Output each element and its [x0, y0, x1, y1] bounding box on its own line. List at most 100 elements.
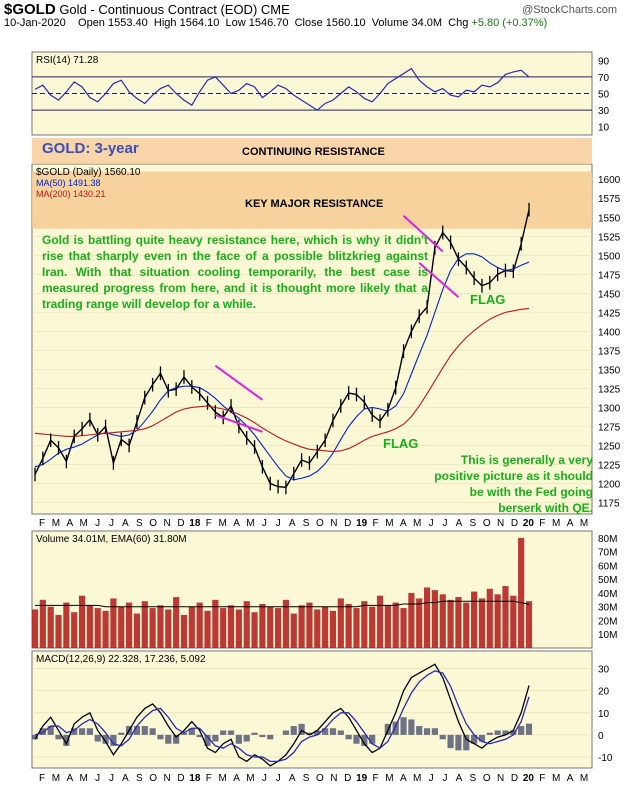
- price-x-label: M: [580, 518, 588, 529]
- price-tick-label: 1350: [598, 365, 621, 376]
- volume-bar: [392, 602, 399, 648]
- key-resistance-band: [32, 171, 592, 184]
- macd-x-label: J: [95, 773, 100, 784]
- volume-bar: [478, 598, 486, 648]
- macd-histogram-bar: [47, 726, 54, 735]
- macd-histogram-bar: [518, 726, 525, 735]
- volume-bar: [78, 595, 86, 648]
- macd-x-label: M: [80, 773, 88, 784]
- macd-histogram-bar: [78, 728, 86, 735]
- volume-bar: [486, 588, 493, 648]
- volume-bar: [447, 599, 454, 648]
- price-x-label: M: [52, 518, 60, 529]
- macd-histogram-bar: [525, 723, 533, 735]
- price-tick-label: 1300: [598, 403, 621, 414]
- price-x-label: J: [443, 518, 448, 529]
- macd-histogram-bar: [180, 732, 188, 735]
- price-x-label: A: [66, 518, 73, 529]
- macd-histogram-bar: [494, 730, 501, 735]
- macd-histogram-bar: [322, 728, 329, 735]
- commentary-text: Gold is battling quite heavy resistance …: [42, 233, 428, 311]
- volume-bar: [306, 602, 313, 648]
- volume-bar: [204, 610, 211, 648]
- price-x-label: N: [163, 518, 170, 529]
- macd-tick-label: 20: [598, 687, 610, 698]
- macd-histogram-bar: [94, 734, 101, 742]
- macd-x-label: 18: [189, 773, 201, 784]
- volume-bar: [157, 605, 164, 648]
- price-x-label: N: [497, 518, 504, 529]
- price-x-label: D: [344, 518, 351, 529]
- macd-x-label: A: [233, 773, 240, 784]
- volume-tick-label: 80M: [598, 534, 617, 545]
- macd-panel: [31, 650, 593, 769]
- volume-value: 34.0M: [411, 17, 443, 29]
- volume-bar: [369, 606, 376, 648]
- price-x-label: J: [262, 518, 267, 529]
- volume-bar: [298, 605, 305, 648]
- macd-histogram-bar: [408, 719, 415, 735]
- macd-histogram-bar: [251, 732, 258, 735]
- macd-legend: MACD(12,26,9) 22.328, 17.236, 5.092: [36, 654, 206, 665]
- volume-bar: [384, 605, 391, 648]
- price-tick-label: 1550: [598, 213, 621, 224]
- macd-histogram-bar: [345, 734, 352, 740]
- volume-bar: [471, 591, 478, 648]
- volume-bar: [502, 586, 509, 648]
- volume-bar: [329, 610, 337, 648]
- volume-label: Volume: [371, 17, 409, 29]
- continuing-resistance-label: CONTINUING RESISTANCE: [242, 146, 385, 158]
- flag-trendline: [214, 364, 263, 401]
- volume-tick-label: 20M: [598, 616, 617, 627]
- price-legend-ma200: MA(200) 1430.21: [36, 189, 106, 199]
- chart-title: GOLD: 3-year: [42, 140, 139, 157]
- macd-x-label: N: [330, 773, 337, 784]
- price-tick-label: 1200: [598, 480, 621, 491]
- volume-bar: [361, 601, 368, 648]
- macd-histogram-bar: [471, 734, 478, 744]
- macd-histogram-bar: [447, 734, 454, 749]
- open-value: 1553.40: [108, 17, 148, 29]
- volume-bar: [259, 603, 266, 648]
- macd-x-label: A: [400, 773, 407, 784]
- flag-trendline: [215, 414, 263, 433]
- price-tick-label: 1500: [598, 251, 621, 262]
- volume-tick-label: 50M: [598, 575, 617, 586]
- price-x-label: A: [289, 518, 296, 529]
- macd-histogram-bar: [314, 730, 321, 735]
- price-legend-ma50: MA(50) 1491.38: [36, 178, 101, 188]
- volume-bar: [220, 608, 227, 648]
- macd-histogram-bar: [306, 732, 313, 735]
- macd-histogram-bar: [329, 728, 337, 735]
- volume-bar: [431, 590, 438, 648]
- price-x-label: A: [233, 518, 240, 529]
- rsi-tick-label: 30: [598, 106, 610, 117]
- price-tick-label: 1325: [598, 384, 621, 395]
- macd-histogram-bar: [243, 734, 250, 742]
- macd-histogram-bar: [353, 734, 360, 744]
- macd-x-label: M: [218, 773, 226, 784]
- volume-bar: [416, 598, 423, 648]
- macd-histogram-bar: [235, 734, 242, 744]
- volume-bar: [408, 592, 415, 648]
- price-tick-label: 1225: [598, 461, 621, 472]
- macd-histogram-bar: [369, 734, 376, 744]
- macd-x-label: N: [163, 773, 170, 784]
- volume-bar: [243, 601, 250, 648]
- macd-x-label: D: [511, 773, 518, 784]
- volume-bar: [423, 587, 431, 648]
- volume-bar: [282, 599, 290, 648]
- high-value: 1564.10: [179, 17, 220, 29]
- volume-tick-label: 10M: [598, 630, 617, 641]
- macd-histogram-bar: [220, 730, 227, 735]
- volume-ema-line: [35, 600, 530, 608]
- volume-bar: [290, 613, 297, 648]
- price-x-label: D: [177, 518, 184, 529]
- macd-histogram-bar: [212, 734, 219, 742]
- macd-histogram-bar: [141, 726, 148, 735]
- volume-bar: [165, 609, 172, 648]
- macd-histogram-bar: [431, 728, 438, 735]
- macd-histogram-bar: [118, 732, 125, 735]
- low-label: Low: [225, 17, 246, 29]
- macd-histogram-bar: [149, 728, 156, 735]
